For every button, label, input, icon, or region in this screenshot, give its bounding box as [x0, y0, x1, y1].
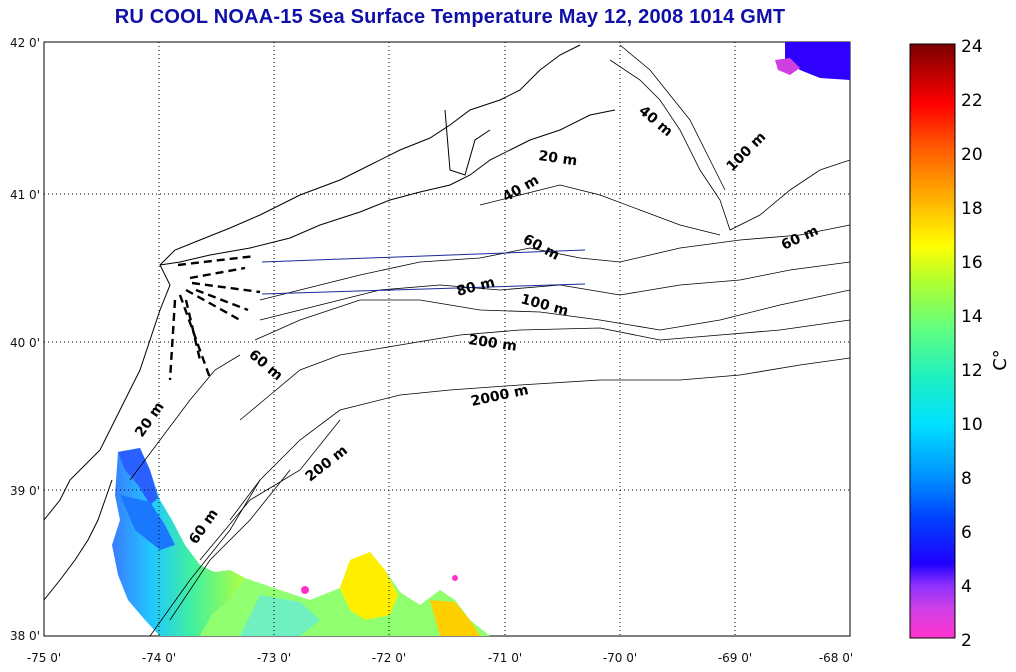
lon-label: -70 0'	[603, 651, 637, 665]
colorbar-tick: 18	[961, 199, 983, 219]
lon-label: -72 0'	[372, 651, 406, 665]
lat-label: 38 0'	[10, 629, 40, 643]
lat-axis: 42 0' 41 0' 40 0' 39 0' 38 0'	[10, 36, 40, 643]
colorbar-tick: 6	[961, 523, 972, 543]
transect-lines	[261, 249, 586, 295]
colorbar-unit: C°	[990, 349, 1011, 371]
colorbar-tick: 16	[961, 253, 983, 273]
lon-label: -71 0'	[488, 651, 522, 665]
glider-tracks	[168, 254, 261, 381]
contour-label: 200 m	[467, 332, 517, 355]
colorbar-tick: 8	[961, 469, 972, 489]
colorbar-tick: 10	[961, 415, 983, 435]
colorbar-tick: 22	[961, 91, 983, 111]
lon-label: -68 0'	[819, 651, 853, 665]
sst-imagery	[112, 42, 850, 636]
grid	[44, 42, 850, 636]
map-title: RU COOL NOAA-15 Sea Surface Temperature …	[114, 6, 786, 28]
contour-label: 20 m	[537, 148, 578, 169]
lon-label: -74 0'	[142, 651, 176, 665]
coastline	[44, 44, 616, 601]
colorbar-tick: 2	[961, 631, 972, 651]
colorbar-tick: 4	[961, 577, 972, 597]
lat-label: 42 0'	[10, 36, 40, 50]
colorbar-scale	[909, 43, 956, 639]
lat-label: 41 0'	[10, 188, 40, 202]
colorbar-tick: 12	[961, 361, 983, 381]
lat-label: 40 0'	[10, 336, 40, 350]
lon-axis: -75 0' -74 0' -73 0' -72 0' -71 0' -70 0…	[27, 651, 853, 665]
colorbar: 24 22 20 18 16 14 12 10 8 6 4 2 C°	[909, 37, 1011, 651]
colorbar-tick: 24	[961, 37, 983, 57]
colorbar-tick: 14	[961, 307, 983, 327]
lon-label: -75 0'	[27, 651, 61, 665]
lon-label: -69 0'	[718, 651, 752, 665]
lon-label: -73 0'	[257, 651, 291, 665]
lat-label: 39 0'	[10, 484, 40, 498]
colorbar-tick: 20	[961, 145, 983, 165]
